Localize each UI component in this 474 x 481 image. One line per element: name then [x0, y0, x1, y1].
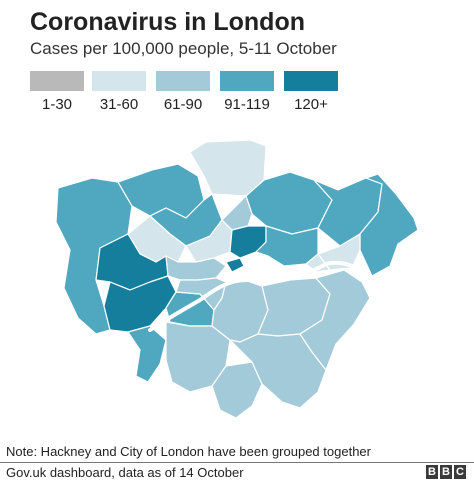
map-title: Coronavirus in London: [30, 8, 305, 36]
legend-item: 61-90: [156, 71, 210, 113]
logo-letter: C: [454, 465, 466, 479]
legend-swatch: [30, 71, 84, 91]
logo-letter: B: [440, 465, 452, 479]
legend-swatch: [284, 71, 338, 91]
borough-region: [299, 269, 371, 371]
river-thames: [148, 260, 364, 332]
legend-swatch: [220, 71, 274, 91]
bbc-logo: B B C: [426, 465, 466, 479]
footer-divider: [0, 462, 474, 463]
london-borough-map: [55, 139, 419, 419]
legend-item: 1-30: [30, 71, 84, 113]
borough-region: [225, 257, 245, 273]
source-text: Gov.uk dashboard, data as of 14 October: [6, 465, 244, 480]
logo-letter: B: [426, 465, 438, 479]
legend-swatch: [92, 71, 146, 91]
legend-item: 120+: [284, 71, 338, 113]
borough-region: [165, 255, 227, 281]
legend-label: 61-90: [163, 96, 203, 113]
legend-swatch: [156, 71, 210, 91]
legend-item: 31-60: [92, 71, 146, 113]
legend-label: 91-119: [224, 96, 270, 113]
legend-label: 120+: [294, 96, 328, 113]
legend-label: 31-60: [99, 96, 139, 113]
map-subtitle: Cases per 100,000 people, 5-11 October: [30, 39, 337, 58]
borough-region: [255, 225, 319, 267]
legend-item: 91-119: [220, 71, 274, 113]
legend-label: 1-30: [41, 96, 73, 113]
borough-region: [359, 173, 419, 277]
borough-region: [229, 333, 327, 409]
borough-region: [221, 195, 253, 231]
borough-region: [127, 325, 167, 383]
map-note: Note: Hackney and City of London have be…: [6, 444, 371, 459]
